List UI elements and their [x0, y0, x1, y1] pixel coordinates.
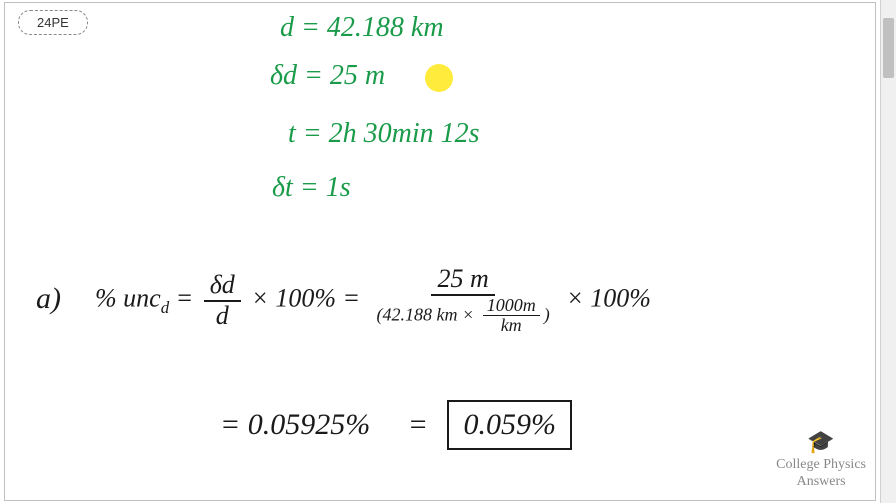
- graduation-cap-icon: 🎓: [776, 429, 866, 455]
- given-time: t = 2h 30min 12s: [288, 118, 480, 150]
- fraction-1-num: δd: [204, 271, 241, 302]
- fraction-2-den-a: (42.188 km ×: [377, 304, 479, 324]
- fraction-2-den: (42.188 km × 1000m km ): [371, 296, 556, 337]
- fraction-1-den: d: [210, 302, 235, 331]
- fraction-2-den-b: ): [544, 304, 550, 324]
- vertical-scrollbar[interactable]: [880, 0, 896, 503]
- given-distance: d = 42.188 km: [280, 12, 444, 44]
- branding-line-2: Answers: [776, 474, 866, 491]
- equals-1: =: [176, 284, 200, 313]
- unit-fraction: 1000m km: [483, 296, 540, 337]
- branding-logo: 🎓 College Physics Answers: [776, 429, 866, 491]
- formula-main: % uncd = δd d × 100% = 25 m (42.188 km ×…: [95, 265, 651, 336]
- fraction-2-num: 25 m: [431, 265, 494, 296]
- result-line: = 0.05925% = 0.059%: [220, 400, 572, 450]
- fraction-1: δd d: [204, 271, 241, 330]
- given-delta-time: δt = 1s: [272, 172, 351, 204]
- part-a-label: a): [36, 282, 61, 316]
- result-boxed: 0.059%: [447, 400, 572, 450]
- formula-subscript: d: [161, 298, 169, 317]
- unit-fraction-num: 1000m: [483, 296, 540, 317]
- mult-100-2: × 100%: [566, 284, 651, 313]
- result-intermediate: = 0.05925%: [220, 408, 370, 441]
- scrollbar-thumb[interactable]: [883, 18, 894, 78]
- unit-fraction-den: km: [495, 316, 528, 336]
- mult-100-1: × 100% =: [251, 284, 366, 313]
- problem-label: 24PE: [18, 10, 88, 35]
- branding-line-1: College Physics: [776, 457, 866, 474]
- result-equals: =: [408, 408, 428, 441]
- given-delta-distance: δd = 25 m: [270, 60, 385, 92]
- formula-prefix: % unc: [95, 284, 161, 313]
- fraction-2: 25 m (42.188 km × 1000m km ): [371, 265, 556, 336]
